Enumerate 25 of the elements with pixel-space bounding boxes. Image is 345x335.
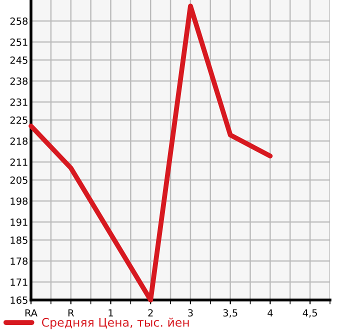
y-tick-label: 258 [10, 17, 28, 25]
y-tick-label: 165 [10, 296, 28, 304]
y-tick-label: 231 [10, 98, 28, 106]
x-tick-label: 2 [148, 309, 153, 316]
x-tick-label: R [68, 309, 74, 316]
y-tick-label: 178 [10, 257, 28, 265]
y-tick-label: 218 [10, 137, 28, 145]
legend-label: Средняя Цена, тыс. йен [42, 318, 189, 330]
y-tick-label: 245 [10, 56, 28, 64]
x-tick-label: 3 [188, 309, 193, 317]
y-tick-label: 205 [10, 176, 28, 184]
x-tick-label: RA [25, 309, 38, 316]
x-tick-label: 3,5 [223, 309, 238, 318]
y-tick-label: 251 [10, 38, 28, 46]
y-tick-label: 225 [10, 116, 28, 124]
line-series [28, 4, 273, 302]
x-tick-label: 1 [108, 309, 113, 316]
y-tick-label: 185 [10, 236, 28, 244]
x-tick-label: 4 [268, 309, 273, 316]
y-tick-label: 211 [10, 158, 28, 166]
y-tick-label: 238 [10, 77, 28, 85]
x-tick-label: 4,5 [302, 309, 317, 318]
y-tick-label: 171 [10, 278, 28, 286]
y-tick-label: 198 [10, 197, 28, 205]
y-tick-label: 191 [10, 218, 28, 226]
